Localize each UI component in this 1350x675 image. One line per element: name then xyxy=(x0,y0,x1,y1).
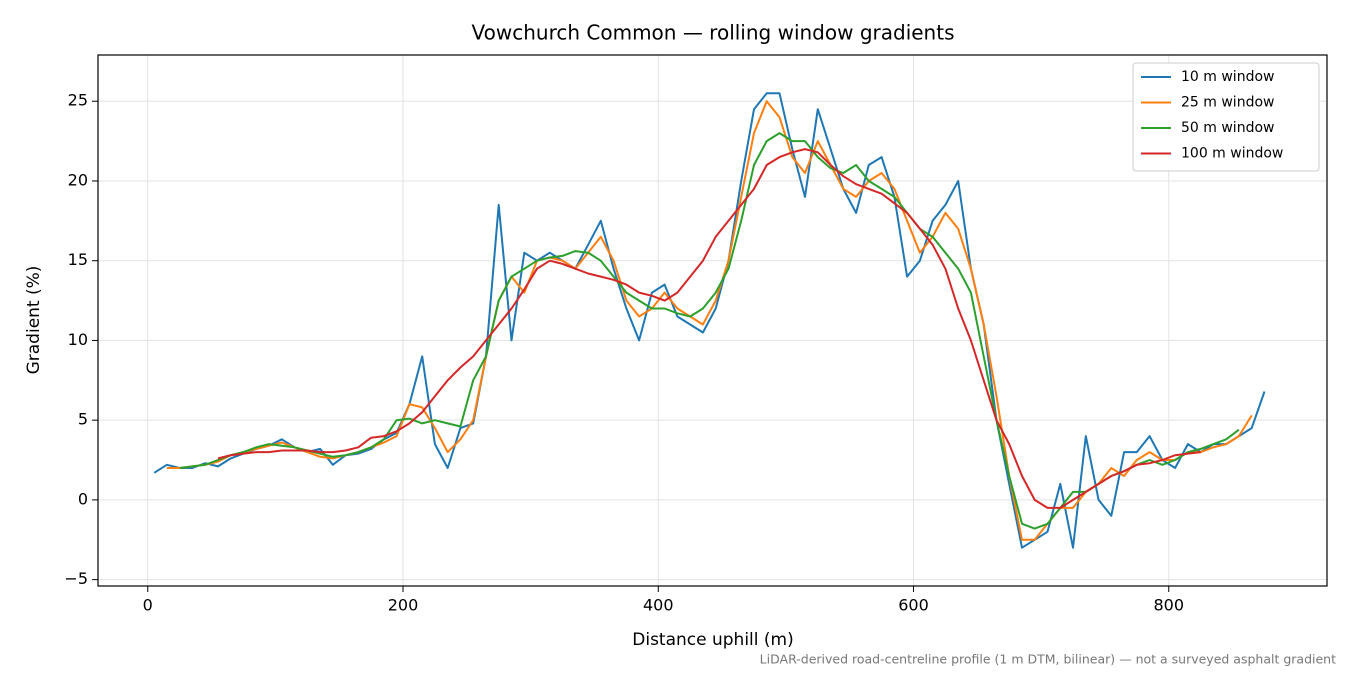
series-line xyxy=(217,148,1201,509)
series-line xyxy=(179,132,1240,530)
y-tick-label: 5 xyxy=(78,410,88,429)
legend-label: 10 m window xyxy=(1181,69,1274,85)
y-axis-label: Gradient (%) xyxy=(24,266,44,375)
x-tick-label: 600 xyxy=(898,596,929,615)
y-tick-label: 15 xyxy=(68,250,88,269)
x-tick-label: 400 xyxy=(643,596,674,615)
legend-label: 50 m window xyxy=(1181,120,1274,136)
chart-title: Vowchurch Common — rolling window gradie… xyxy=(472,21,955,45)
x-tick-label: 800 xyxy=(1153,596,1184,615)
x-tick-label: 200 xyxy=(388,596,419,615)
legend-label: 25 m window xyxy=(1181,95,1274,111)
y-tick-label: −5 xyxy=(64,569,88,588)
footnote: LiDAR-derived road-centreline profile (1… xyxy=(760,652,1336,667)
legend-box xyxy=(1132,62,1320,172)
y-tick-label: 10 xyxy=(68,330,88,349)
y-tick-label: 0 xyxy=(78,489,88,508)
x-axis-label: Distance uphill (m) xyxy=(632,630,793,650)
y-tick-label: 20 xyxy=(68,170,88,189)
y-tick-label: 25 xyxy=(68,91,88,110)
x-tick-label: 0 xyxy=(143,596,153,615)
plot-frame xyxy=(97,54,1328,587)
legend-label: 100 m window xyxy=(1181,146,1283,162)
